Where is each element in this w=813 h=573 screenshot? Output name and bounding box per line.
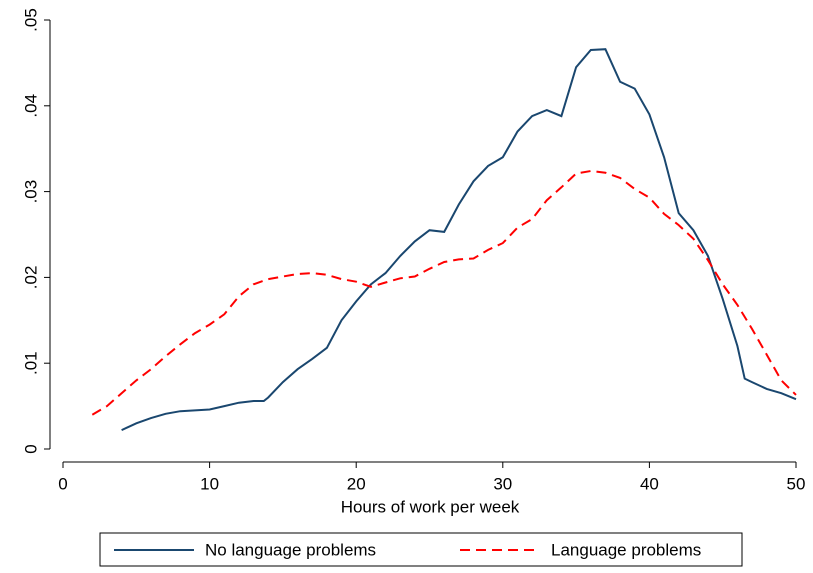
y-tick-label: .01 [21, 351, 40, 375]
line-series [91, 169, 797, 416]
line-series [121, 48, 797, 432]
y-tick-label: .04 [21, 94, 40, 118]
x-tick-label: 30 [493, 474, 512, 493]
x-tick-label: 10 [200, 474, 219, 493]
legend-label: No language problems [205, 540, 376, 559]
y-tick-label: 0 [21, 444, 40, 453]
x-tick-label: 0 [58, 474, 67, 493]
y-tick-label: .02 [21, 266, 40, 290]
x-tick-label: 40 [640, 474, 659, 493]
x-axis-label: Hours of work per week [341, 497, 520, 516]
x-tick-label: 50 [787, 474, 806, 493]
x-tick-label: 20 [347, 474, 366, 493]
y-tick-label: .03 [21, 180, 40, 204]
y-tick-label: .05 [21, 8, 40, 32]
legend-box [99, 532, 743, 567]
legend-label: Language problems [551, 540, 701, 559]
